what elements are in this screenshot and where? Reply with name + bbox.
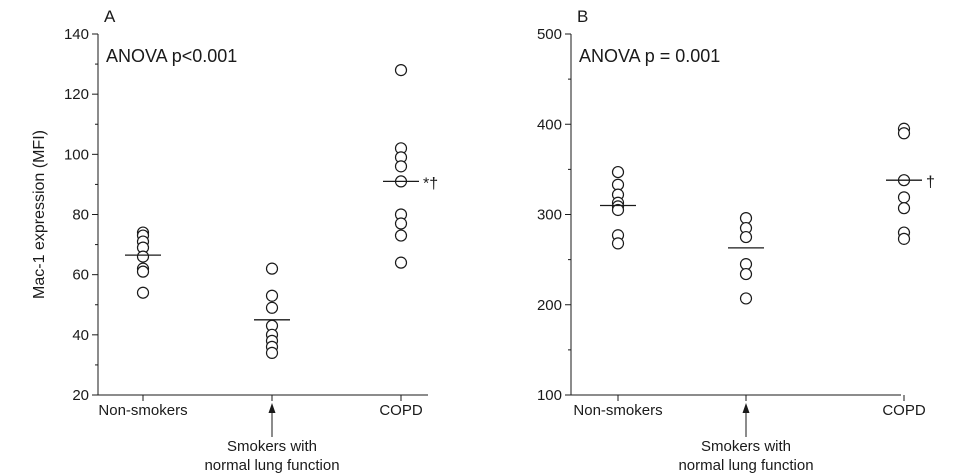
data-point: [265, 289, 279, 302]
x-category-label: Non-smokers: [573, 402, 662, 419]
arrow-head: [742, 403, 750, 413]
significance-mark: *†: [423, 175, 438, 192]
y-tick-label: 40: [72, 327, 89, 344]
x-category-label-line: Smokers with: [701, 438, 791, 455]
y-tick-label: 400: [537, 116, 562, 133]
data-point: [897, 191, 911, 204]
data-point: [739, 292, 753, 305]
y-tick-label: 80: [72, 207, 89, 224]
panel-a: 20 40 60 80 100 120 140 A ANOVA p<0.001 Mac-1 exp…: [31, 7, 438, 474]
y-tick-label: 60: [72, 267, 89, 284]
data-point: [739, 230, 753, 244]
y-axis-label: Mac-1 expression (MFI): [31, 130, 48, 299]
data-point: [136, 286, 150, 299]
x-category-label-line: Smokers with: [227, 438, 317, 455]
y-tick-label: 100: [64, 146, 89, 163]
data-point: [394, 217, 408, 230]
x-category-label: Smokers with normal lung function: [678, 438, 813, 474]
panel-b: 100 200 300 400 500 B ANOVA p = 0.001 Non-smoke…: [537, 7, 935, 474]
data-point: [265, 346, 279, 359]
data-point: [394, 63, 408, 77]
x-category-label-line: normal lung function: [678, 457, 813, 474]
y-tick-label: 200: [537, 297, 562, 314]
y-tick-label: 100: [537, 387, 562, 404]
y-tick-label: 300: [537, 207, 562, 224]
data-point: [897, 232, 911, 245]
significance-mark: †: [926, 174, 935, 191]
x-category-label: Non-smokers: [98, 402, 187, 419]
y-tick-label: 140: [64, 26, 89, 43]
data-point: [394, 256, 408, 269]
panel-label: B: [577, 7, 588, 26]
arrow-head: [268, 403, 276, 413]
data-point: [739, 267, 753, 281]
y-tick-label: 120: [64, 86, 89, 103]
data-point: [394, 229, 408, 242]
x-category-label: COPD: [882, 402, 926, 419]
data-point: [611, 165, 625, 179]
y-tick-label: 500: [537, 26, 562, 43]
anova-annotation: ANOVA p = 0.001: [579, 46, 720, 66]
x-category-label: Smokers with normal lung function: [204, 438, 339, 474]
data-point: [897, 127, 911, 140]
data-point: [394, 160, 408, 173]
y-tick-label: 20: [72, 387, 89, 404]
data-point: [136, 250, 150, 263]
data-point: [611, 203, 625, 217]
data-point: [611, 237, 625, 250]
data-point: [136, 265, 150, 278]
data-point: [265, 301, 279, 314]
data-point: [897, 202, 911, 215]
anova-annotation: ANOVA p<0.001: [106, 46, 237, 66]
x-category-label: COPD: [379, 402, 423, 419]
data-point: [265, 262, 279, 275]
panel-label: A: [104, 7, 116, 26]
x-category-label-line: normal lung function: [204, 457, 339, 474]
